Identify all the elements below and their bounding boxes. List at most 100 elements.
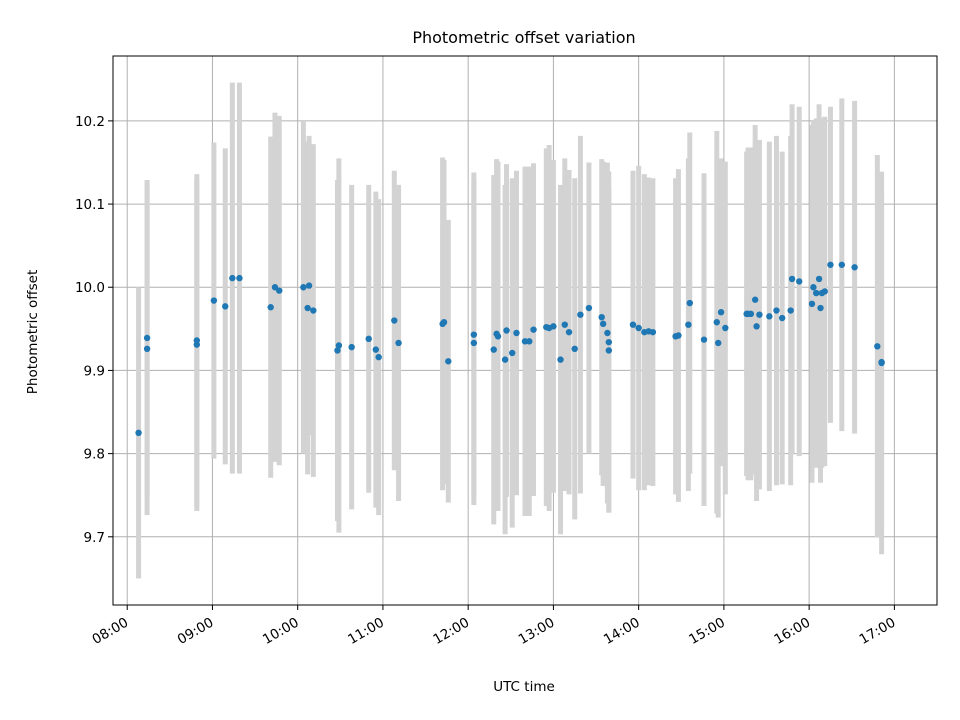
data-point <box>501 356 509 363</box>
data-point <box>756 311 763 318</box>
data-point <box>143 334 151 342</box>
data-point <box>490 346 497 353</box>
data-point <box>571 345 578 352</box>
data-point <box>685 321 692 328</box>
data-point <box>375 353 382 361</box>
data-point <box>717 309 725 316</box>
data-point <box>686 299 693 307</box>
data-points <box>135 261 885 437</box>
data-point <box>526 338 533 345</box>
y-tick-label: 10.0 <box>75 280 105 296</box>
data-point <box>440 318 448 326</box>
data-point <box>778 314 786 322</box>
data-point <box>470 331 478 338</box>
data-point <box>503 327 510 334</box>
data-point <box>143 345 151 352</box>
data-point <box>874 343 881 350</box>
data-point <box>236 274 243 282</box>
x-tick-label: 14:00 <box>601 615 643 648</box>
x-tick-label: 11:00 <box>345 615 387 648</box>
x-tick-label: 16:00 <box>771 615 813 648</box>
data-point <box>334 347 341 354</box>
y-tick-label: 10.1 <box>75 197 105 213</box>
data-point <box>649 328 657 336</box>
data-point <box>599 320 607 328</box>
data-point <box>747 310 755 318</box>
y-tick-label: 9.7 <box>84 530 105 546</box>
y-axis-label: Photometric offset <box>25 270 41 394</box>
plot-frame <box>112 55 938 606</box>
y-axis-ticks: 9.7 9.8 9.9 10.0 10.1 10.2 <box>75 114 113 546</box>
data-point <box>675 332 682 339</box>
data-point <box>210 297 218 304</box>
x-tick-label: 09:00 <box>175 615 217 648</box>
data-point <box>305 282 313 289</box>
data-point <box>557 356 564 363</box>
data-point <box>513 329 520 337</box>
data-point <box>751 296 759 303</box>
data-point <box>348 343 355 351</box>
data-point <box>713 318 720 326</box>
data-point <box>788 275 796 283</box>
data-point <box>787 307 794 314</box>
data-point <box>821 288 828 295</box>
x-axis-ticks: 08:00 09:00 10:00 11:00 12:00 13:00 14:00 15:00… <box>90 605 899 648</box>
data-point <box>795 278 803 285</box>
chart-title: Photometric offset variation <box>412 28 635 47</box>
data-point <box>585 304 593 312</box>
error-bars <box>136 82 885 579</box>
data-point <box>300 284 307 291</box>
data-point <box>817 304 824 312</box>
data-point <box>335 342 343 349</box>
data-point <box>851 264 858 271</box>
data-point <box>827 261 834 268</box>
data-point <box>395 339 402 347</box>
data-point <box>193 341 201 348</box>
x-tick-label: 12:00 <box>430 615 472 648</box>
data-point <box>561 321 568 328</box>
data-point <box>550 323 557 330</box>
data-point <box>445 358 452 365</box>
data-point <box>604 329 611 337</box>
data-point <box>808 300 816 308</box>
x-axis-label: UTC time <box>493 679 555 695</box>
data-point <box>391 317 398 324</box>
data-point <box>815 275 823 283</box>
data-point <box>722 324 729 332</box>
data-point <box>838 261 846 268</box>
data-point <box>715 339 722 347</box>
data-point <box>530 326 537 333</box>
data-point <box>700 336 708 343</box>
data-point <box>577 311 584 318</box>
data-point <box>276 287 283 294</box>
y-tick-label: 9.8 <box>84 447 105 463</box>
x-tick-label: 17:00 <box>857 615 899 648</box>
data-point <box>470 339 478 347</box>
data-point <box>629 321 637 328</box>
data-point <box>605 347 613 354</box>
y-tick-label: 10.2 <box>75 114 105 130</box>
data-point <box>565 328 573 336</box>
x-tick-label: 13:00 <box>516 615 558 648</box>
data-point <box>222 303 229 310</box>
x-tick-label: 10:00 <box>260 615 302 648</box>
data-point <box>598 313 605 321</box>
data-point <box>635 324 642 332</box>
data-point <box>267 304 274 311</box>
data-point <box>135 429 142 437</box>
data-point <box>310 307 317 314</box>
x-tick-label: 08:00 <box>90 615 132 648</box>
y-tick-label: 9.9 <box>84 363 105 379</box>
data-point <box>605 338 613 346</box>
x-tick-label: 15:00 <box>686 615 728 648</box>
data-point <box>753 323 760 330</box>
data-point <box>766 313 773 320</box>
data-point <box>810 284 817 291</box>
data-point <box>509 349 516 357</box>
data-point <box>494 333 502 340</box>
data-point <box>365 335 372 343</box>
data-point <box>773 307 780 314</box>
data-point <box>304 304 311 312</box>
data-point <box>878 358 885 366</box>
